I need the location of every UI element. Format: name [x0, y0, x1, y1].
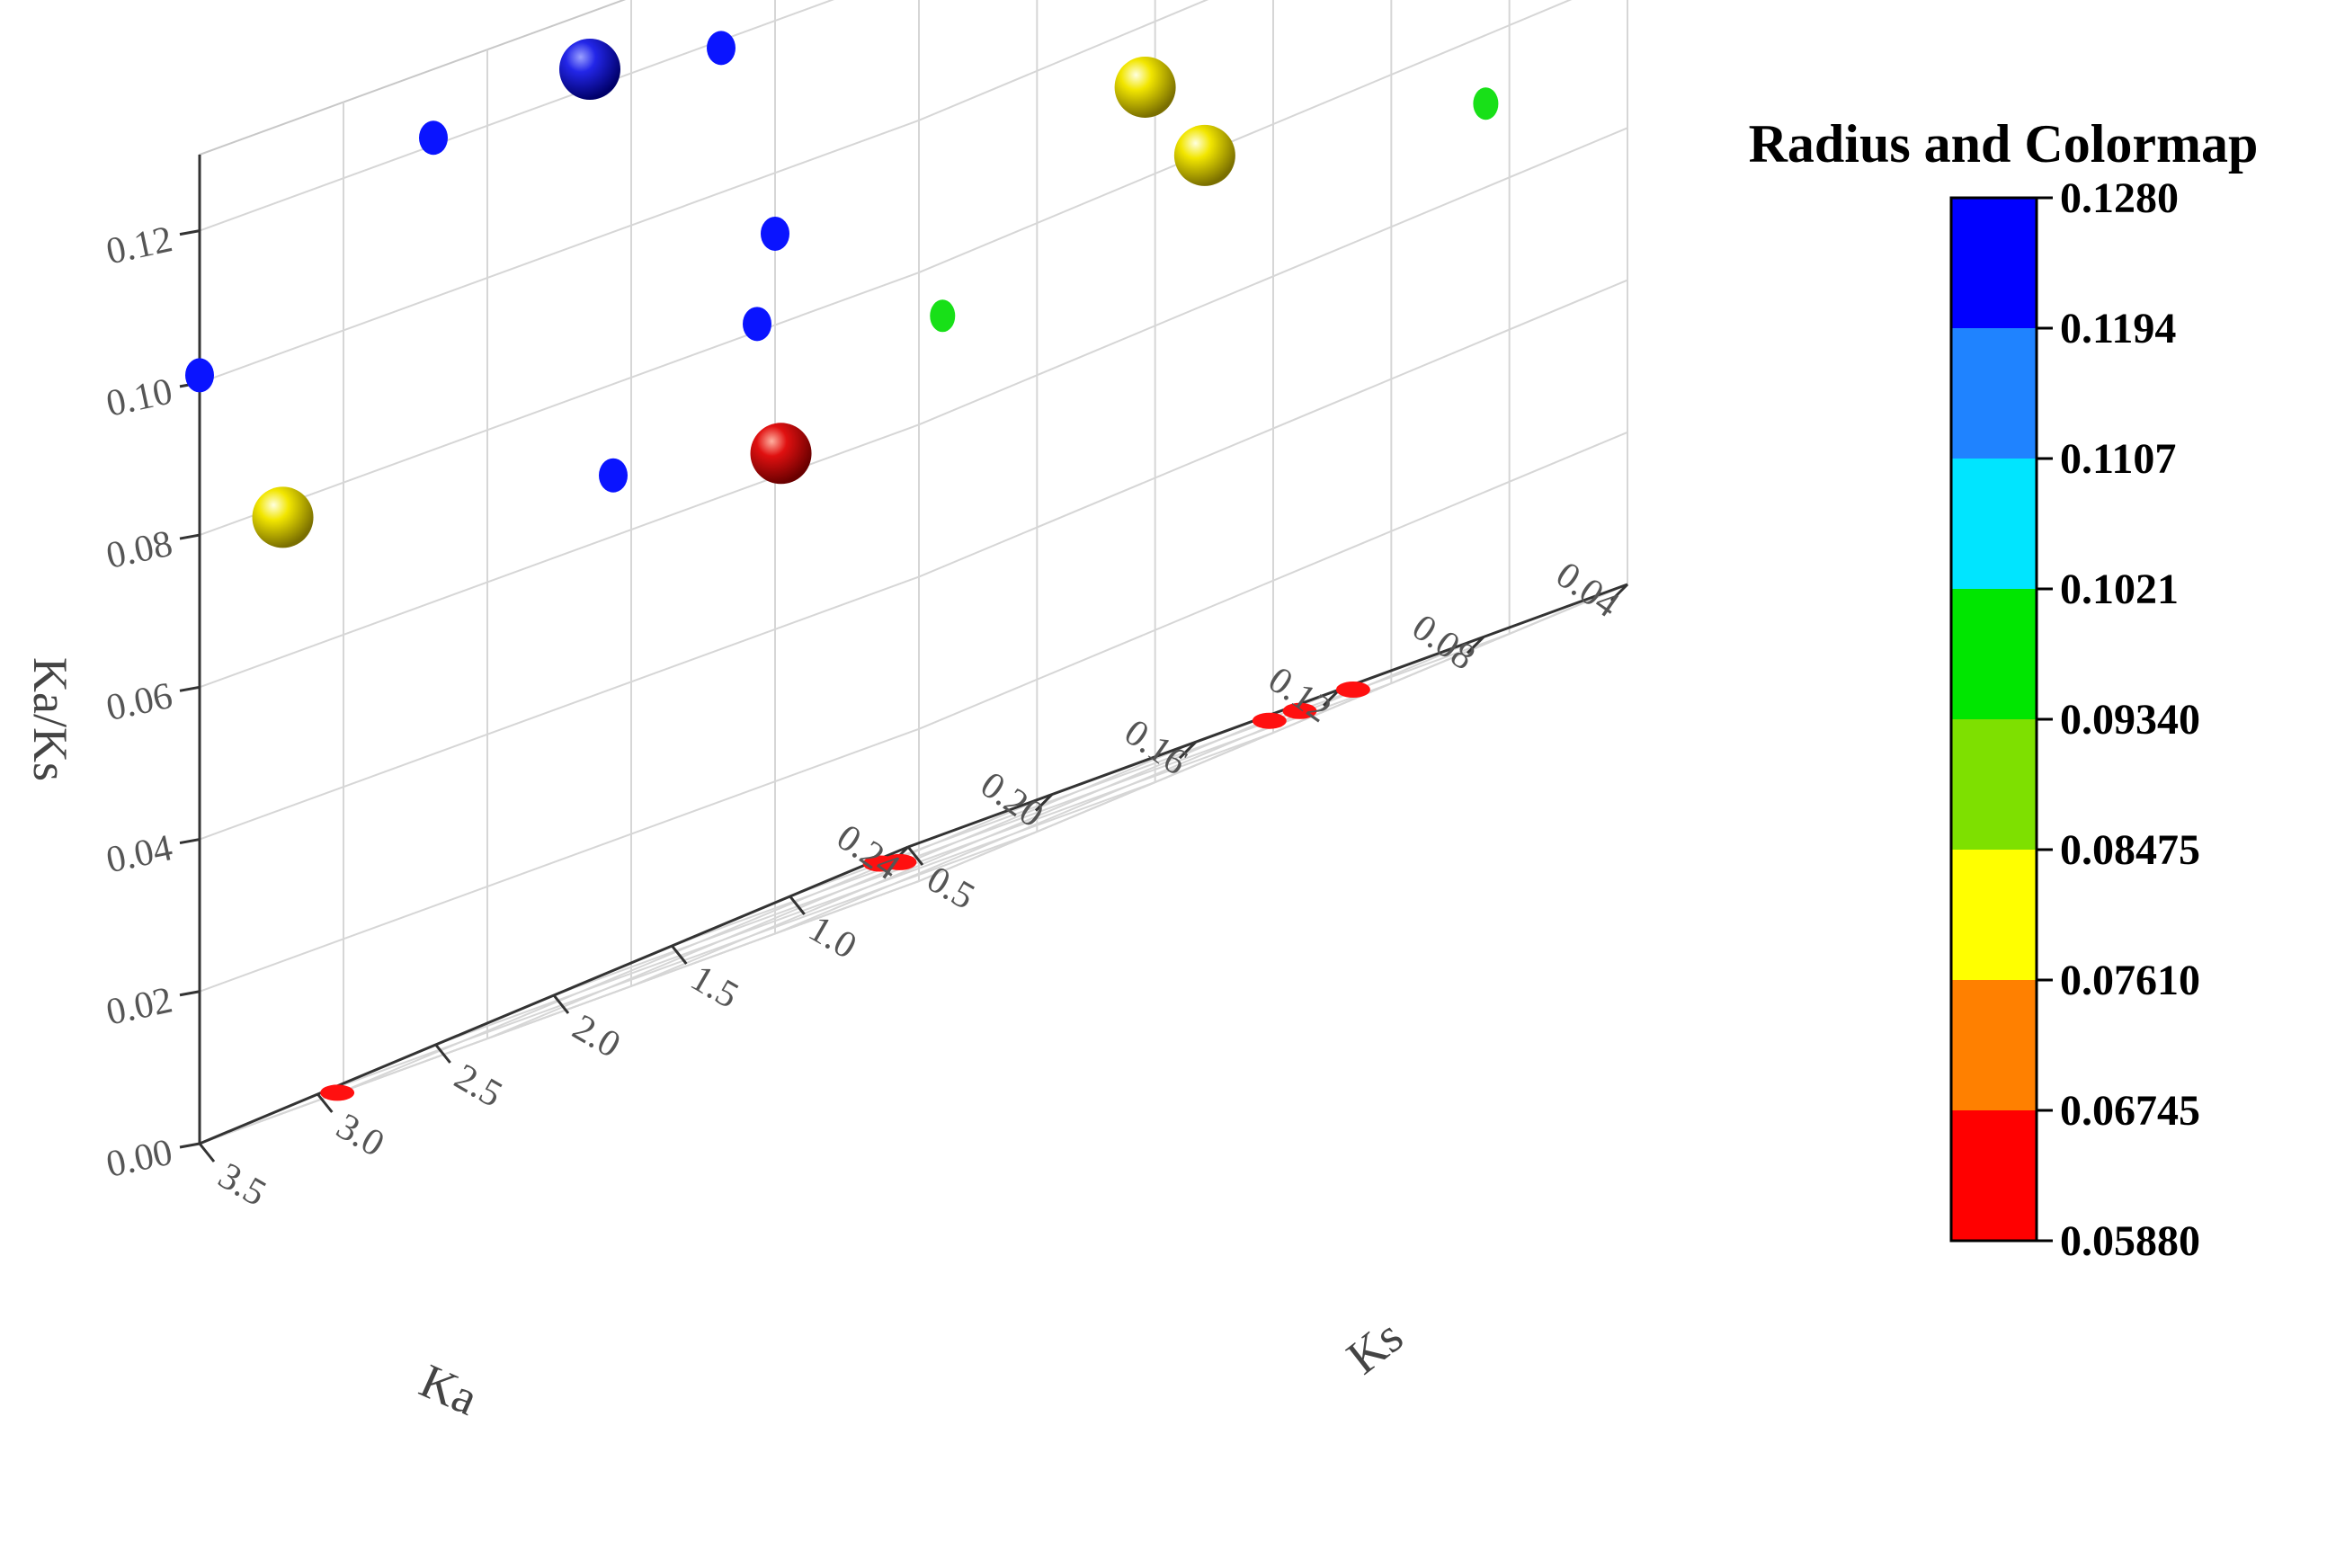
colorbar-title: Radius and Colormap [1749, 114, 2259, 174]
z-tick-label: 0.04 [103, 827, 175, 881]
colorbar-band [1951, 719, 2037, 850]
ka-tick-mark [1178, 741, 1198, 760]
data-point [559, 39, 620, 101]
projection-point-ka-wall [707, 31, 736, 66]
projection-point-ka-wall [743, 307, 771, 342]
projection-point-ka-wall [761, 216, 789, 251]
grid-line-z-back [199, 575, 920, 841]
colorbar-tick-label: 0.1107 [2060, 435, 2176, 483]
ks-tick-mark [198, 1143, 216, 1163]
colorbar-tick-label: 0.07610 [2060, 957, 2200, 1004]
projection-point-floor [320, 1084, 355, 1101]
ks-tick-mark [552, 994, 570, 1014]
colorbar-tick-label: 0.06745 [2060, 1087, 2200, 1135]
ka-tick-mark [1034, 793, 1054, 812]
data-point [1114, 56, 1176, 118]
z-tick-label: 0.08 [103, 523, 175, 577]
colorbar-tick-label: 0.09340 [2060, 696, 2200, 744]
grid-line-ks-floor [317, 831, 1038, 1095]
data-point [252, 486, 314, 548]
ka-kaks-wall [199, 0, 920, 1145]
data-point [750, 423, 812, 485]
colorbar-band [1951, 328, 2037, 459]
grid-line-z-right [918, 279, 1628, 578]
grid-line-ks-floor [789, 633, 1511, 897]
data-point [1173, 124, 1235, 186]
grid-line-z-right [918, 431, 1628, 730]
grid-line-z-back [199, 727, 920, 993]
ks-tick-mark [434, 1044, 451, 1064]
z-tick-label: 0.10 [103, 370, 175, 424]
z-tick-label: 0.00 [103, 1132, 175, 1186]
grid-line-z-back [199, 0, 834, 232]
colorbar-band [1951, 589, 2037, 719]
colorbar-band [1951, 850, 2037, 980]
ks-tick-mark [906, 846, 924, 866]
grid-line-z-back [199, 119, 920, 384]
ks-tick-label: 3.0 [329, 1106, 390, 1165]
z-tick-mark [179, 990, 201, 997]
grid-line-z-back [199, 272, 920, 537]
ks-tick-label: 2.5 [448, 1056, 509, 1116]
ka-tick-mark [1609, 583, 1629, 602]
ks-tick-label: 2.0 [566, 1007, 627, 1066]
projection-point-floor [1282, 702, 1317, 719]
ks-tick-label: 3.5 [211, 1155, 272, 1215]
colorbar-tick-label: 0.05880 [2060, 1217, 2200, 1265]
colorbar-tick-label: 0.1021 [2060, 566, 2179, 613]
colorbar-tick-label: 0.08475 [2060, 826, 2200, 874]
projection-point-ks-wall [1473, 87, 1499, 120]
z-tick-mark [179, 685, 201, 692]
projection-point-ka-wall [419, 120, 448, 156]
plot-walls [199, 0, 1628, 1145]
data-points [252, 39, 1235, 548]
projection-point-ka-wall [599, 458, 628, 493]
projected-points [185, 31, 1499, 1101]
z-tick-mark [179, 1142, 201, 1149]
colorbar: Radius and Colormap 0.1280 0.1194 0.1107 0.… [1749, 114, 2259, 1265]
projection-point-floor [862, 855, 897, 872]
colorbar-band [1951, 459, 2037, 589]
z-tick-label: 0.06 [103, 675, 175, 729]
grid-lines [199, 0, 1628, 1145]
z-axis-title: Ka/Ks [23, 657, 77, 781]
colorbar-band [1951, 198, 2037, 328]
colorbar-tick-label: 0.1280 [2060, 174, 2179, 222]
z-tick-mark [179, 838, 201, 845]
projection-point-ks-wall [930, 299, 956, 333]
projection-point-floor [1335, 682, 1370, 698]
projection-point-floor [1252, 712, 1287, 729]
colorbar-band [1951, 1110, 2037, 1241]
z-tick-label: 0.12 [103, 218, 175, 272]
ks-tick-mark [789, 895, 806, 915]
grid-line-ks-floor [435, 781, 1156, 1046]
colorbar-tick-label: 0.1194 [2060, 305, 2176, 352]
ks-tick-label: 1.5 [683, 958, 744, 1017]
z-tick-mark [179, 229, 201, 236]
grid-line-z-right [918, 127, 1628, 426]
y-axis-title: Ks [1337, 1309, 1413, 1385]
z-tick-label: 0.02 [103, 979, 175, 1033]
colorbar-band [1951, 980, 2037, 1110]
grid-line-z-right [918, 0, 1209, 121]
ka-tick-mark [1466, 636, 1485, 655]
grid-line-z-right [918, 584, 1628, 882]
grid-line-z-back [199, 880, 920, 1145]
projection-point-ka-wall [185, 358, 214, 393]
x-axis-title: Ka [412, 1353, 486, 1425]
ks-tick-mark [671, 945, 688, 965]
ks-tick-mark [317, 1093, 334, 1113]
z-tick-mark [179, 533, 201, 540]
grid-line-z-right [918, 0, 1573, 273]
